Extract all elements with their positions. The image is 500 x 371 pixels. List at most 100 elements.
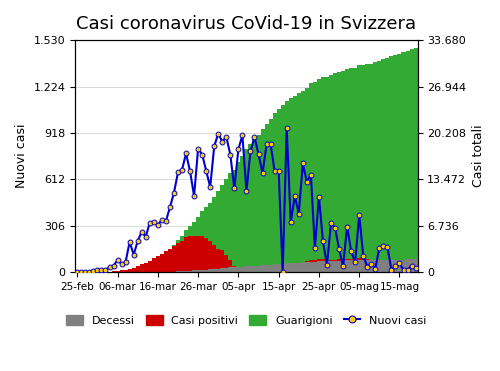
Bar: [370, 260, 374, 272]
Bar: [212, 269, 216, 272]
Bar: [124, 270, 128, 272]
Bar: [321, 259, 325, 261]
Bar: [260, 265, 264, 272]
Bar: [264, 265, 268, 272]
Bar: [220, 250, 224, 268]
Bar: [341, 260, 345, 272]
Bar: [297, 93, 301, 263]
Bar: [414, 259, 418, 272]
Bar: [188, 271, 192, 272]
Bar: [148, 260, 152, 272]
Bar: [184, 237, 188, 271]
Bar: [361, 258, 365, 260]
Bar: [276, 264, 280, 272]
Bar: [361, 260, 365, 272]
Bar: [268, 265, 272, 272]
Bar: [272, 264, 276, 272]
Bar: [140, 265, 143, 272]
Bar: [172, 246, 176, 272]
Bar: [224, 268, 228, 272]
Bar: [244, 149, 248, 266]
Bar: [288, 263, 293, 272]
Bar: [180, 271, 184, 272]
Bar: [329, 261, 333, 272]
Bar: [317, 79, 321, 259]
Bar: [329, 75, 333, 260]
Bar: [192, 236, 196, 270]
Nuovi casi: [175, 170, 181, 175]
Bar: [248, 144, 252, 266]
Bar: [204, 270, 208, 272]
Bar: [216, 269, 220, 272]
Bar: [208, 203, 212, 241]
Bar: [337, 261, 341, 272]
Bar: [224, 179, 228, 255]
Bar: [353, 68, 357, 260]
Nuovi casi: [412, 266, 418, 270]
Bar: [196, 236, 200, 270]
Bar: [224, 255, 228, 268]
Bar: [212, 245, 216, 269]
Bar: [353, 260, 357, 272]
Bar: [365, 259, 370, 260]
Bar: [172, 245, 176, 246]
Bar: [232, 267, 236, 272]
Bar: [361, 65, 365, 258]
Legend: Decessi, Casi positivi, Guarigioni, Nuovi casi: Decessi, Casi positivi, Guarigioni, Nuov…: [62, 310, 431, 330]
Bar: [406, 51, 409, 259]
Bar: [220, 268, 224, 272]
Bar: [414, 48, 418, 259]
Nuovi casi: [191, 194, 197, 198]
Bar: [297, 263, 301, 272]
Bar: [382, 59, 386, 260]
Bar: [357, 65, 361, 258]
Bar: [394, 55, 398, 260]
Bar: [200, 211, 204, 236]
Bar: [152, 258, 156, 272]
Bar: [156, 256, 160, 272]
Bar: [410, 259, 414, 272]
Bar: [402, 52, 406, 260]
Bar: [309, 260, 313, 262]
Bar: [333, 73, 337, 260]
Bar: [410, 49, 414, 259]
Bar: [333, 261, 337, 272]
Bar: [345, 260, 349, 272]
Nuovi casi: [284, 126, 290, 131]
Nuovi casi: [179, 168, 185, 172]
Bar: [200, 236, 204, 270]
Bar: [188, 236, 192, 271]
Bar: [112, 271, 116, 272]
Bar: [349, 260, 353, 272]
Bar: [196, 217, 200, 236]
Bar: [345, 259, 349, 260]
Bar: [192, 222, 196, 236]
Bar: [386, 260, 390, 272]
Bar: [406, 259, 409, 272]
Bar: [248, 266, 252, 272]
Bar: [284, 101, 288, 263]
Bar: [333, 260, 337, 261]
Bar: [196, 270, 200, 272]
Bar: [349, 69, 353, 259]
Title: Casi coronavirus CoVid-19 in Svizzera: Casi coronavirus CoVid-19 in Svizzera: [76, 15, 416, 33]
Bar: [317, 259, 321, 262]
Bar: [341, 72, 345, 260]
Bar: [301, 262, 305, 272]
Bar: [325, 77, 329, 261]
Bar: [164, 252, 168, 272]
Line: Nuovi casi: Nuovi casi: [75, 126, 418, 275]
Bar: [398, 53, 402, 260]
Bar: [204, 238, 208, 270]
Bar: [309, 83, 313, 260]
Bar: [264, 124, 268, 265]
Bar: [390, 56, 394, 260]
Bar: [305, 88, 309, 262]
Bar: [184, 230, 188, 237]
Bar: [120, 270, 124, 272]
Bar: [394, 260, 398, 272]
Bar: [378, 61, 382, 260]
Bar: [337, 72, 341, 259]
Bar: [374, 260, 378, 272]
Bar: [240, 156, 244, 267]
